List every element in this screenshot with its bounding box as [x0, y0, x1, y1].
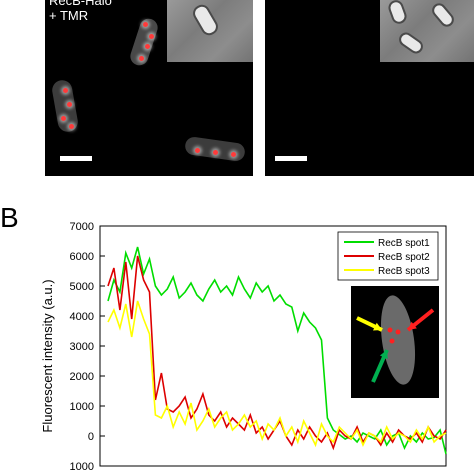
spot-marker [67, 102, 72, 107]
panel-label-line1: RecB-Halo [49, 0, 112, 8]
series-line [107, 300, 447, 448]
red-arrow-head [408, 321, 417, 330]
spot-marker [231, 152, 236, 157]
panel-letter-b: B [0, 202, 19, 233]
spot-marker [69, 124, 74, 129]
spot-marker [149, 34, 154, 39]
spot-marker [139, 56, 144, 61]
panel-label-line2: + TMR [49, 8, 89, 23]
spot-marker [213, 150, 218, 155]
y-tick-label: 7000 [70, 221, 94, 233]
inset-cell [380, 295, 416, 385]
legend-label: RecB spot1 [378, 238, 430, 249]
spot-marker [145, 44, 150, 49]
inset-spot [395, 329, 401, 335]
legend-label: RecB spot2 [378, 252, 430, 263]
inset-spot [387, 327, 393, 333]
inset-spot [389, 338, 395, 344]
legend-label: RecB spot3 [378, 266, 430, 277]
y-tick-label: 1000 [70, 401, 94, 413]
spot-marker [61, 116, 66, 121]
scale-bar [60, 156, 92, 161]
y-tick-label: 1000 [70, 461, 94, 473]
yellow-arrow-head [373, 322, 382, 331]
spot-marker [143, 22, 148, 27]
series-line [107, 246, 447, 455]
y-tick-label: 4000 [70, 311, 94, 323]
spot-marker [63, 88, 68, 93]
green-arrow-head [379, 350, 388, 359]
y-tick-label: 2000 [70, 371, 94, 383]
phase-contrast-inset [167, 0, 253, 62]
microscopy-panel-control [265, 0, 474, 176]
y-tick-label: 6000 [70, 251, 94, 263]
scale-bar [275, 156, 307, 161]
y-tick-label: 3000 [70, 341, 94, 353]
microscopy-panel-halo-tmr: RecB-Halo + TMR [45, 0, 253, 176]
spot-marker [195, 148, 200, 153]
y-axis-label: Fluorescent intensity (a.u.) [40, 279, 55, 432]
y-tick-label: 0 [88, 431, 94, 443]
y-tick-label: 5000 [70, 281, 94, 293]
phase-contrast-inset [380, 0, 474, 62]
